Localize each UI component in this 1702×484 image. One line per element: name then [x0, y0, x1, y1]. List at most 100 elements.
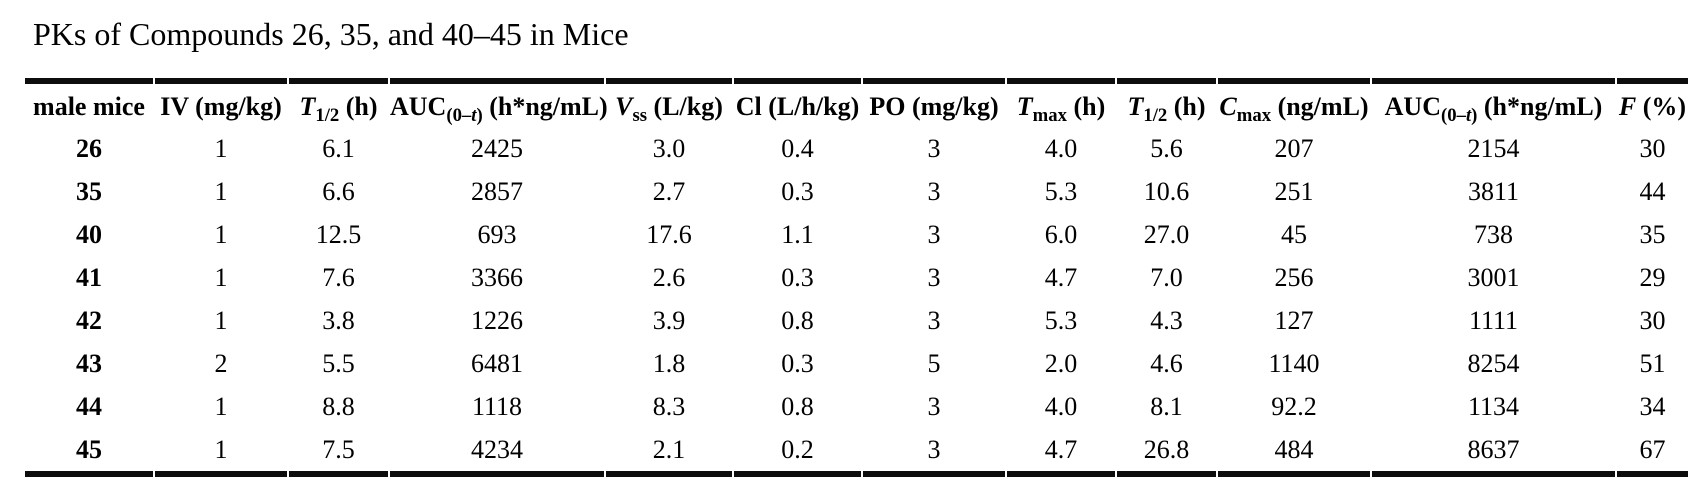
cell-iv-dose: 1 — [214, 176, 228, 206]
compound-id: 41 — [76, 262, 102, 292]
compound-id: 26 — [76, 133, 102, 163]
cell-po-dose: 3 — [927, 219, 941, 249]
cell-po-t-half: 26.8 — [1117, 428, 1216, 477]
column-header-po-t-half: T1/2 (h) — [1117, 78, 1216, 127]
cell-cmax: 207 — [1274, 133, 1314, 163]
cell-cl: 0.2 — [734, 428, 861, 477]
table-row-compound-26: 26 1 6.1 2425 3.0 0.4 3 4.0 5.6 207 2154 30 — [25, 127, 1688, 170]
column-header-iv-auc: AUC(0–t) (h*ng/mL) — [390, 78, 608, 127]
column-header-vss: Vss (L/kg) — [606, 78, 732, 127]
cell-po-dose: 3 — [927, 133, 941, 163]
cell-cmax: 92.2 — [1271, 391, 1317, 421]
cell-iv-dose: 1 — [214, 391, 228, 421]
cell-cmax: 256 — [1274, 262, 1314, 292]
column-header-cl: Cl (L/h/kg) — [734, 78, 861, 127]
cell-cl: 0.3 — [781, 262, 814, 292]
cell-tmax: 5.3 — [1044, 305, 1078, 335]
cell-po-auc: 3001 — [1467, 262, 1520, 292]
table-row-compound-43: 43 2 5.5 6481 1.8 0.3 5 2.0 4.6 1140 8254 51 — [25, 342, 1688, 385]
cell-po-dose: 3 — [927, 391, 941, 421]
cell-iv-auc: 693 — [477, 219, 517, 249]
table-row-compound-44: 44 1 8.8 1118 8.3 0.8 3 4.0 8.1 92.2 1134 34 — [25, 385, 1688, 428]
column-header-iv-dose: IV (mg/kg) — [155, 78, 287, 127]
compound-id: 40 — [76, 219, 102, 249]
table-title: PKs of Compounds 26, 35, and 40–45 in Mi… — [33, 16, 629, 52]
cell-f-percent: 30 — [1639, 305, 1666, 335]
table-row-compound-41: 41 1 7.6 3366 2.6 0.3 3 4.7 7.0 256 3001 29 — [25, 256, 1688, 299]
cell-iv-dose: 1 — [214, 133, 228, 163]
cell-tmax: 4.0 — [1044, 391, 1078, 421]
column-header-male-mice: male mice — [25, 78, 153, 127]
cell-f-percent: 35 — [1639, 219, 1666, 249]
cell-tmax: 4.0 — [1044, 133, 1078, 163]
cell-iv-t-half: 6.6 — [322, 176, 355, 206]
cell-iv-auc: 6481 — [471, 348, 523, 378]
cell-po-t-half: 5.6 — [1150, 133, 1183, 163]
cell-iv-t-half: 5.5 — [322, 348, 355, 378]
cell-po-auc: 2154 — [1467, 133, 1520, 163]
cell-cl: 0.8 — [781, 305, 814, 335]
cell-f-percent: 51 — [1639, 348, 1666, 378]
cell-po-auc: 3811 — [1467, 176, 1520, 206]
table-row-compound-42: 42 1 3.8 1226 3.9 0.8 3 5.3 4.3 127 1111 30 — [25, 299, 1688, 342]
cell-po-auc: 1111 — [1468, 305, 1519, 335]
cell-po-auc: 1134 — [1467, 391, 1520, 421]
cell-po-dose: 3 — [863, 428, 1005, 477]
cell-po-dose: 3 — [927, 305, 941, 335]
cell-cmax: 45 — [1281, 219, 1307, 249]
column-header-po-dose: PO (mg/kg) — [863, 78, 1005, 127]
cell-po-auc: 8254 — [1467, 348, 1520, 378]
compound-id: 44 — [76, 391, 102, 421]
cell-iv-dose: 1 — [155, 428, 287, 477]
cell-iv-t-half: 3.8 — [322, 305, 355, 335]
cell-f-percent: 30 — [1639, 133, 1666, 163]
cell-iv-t-half: 7.6 — [322, 262, 355, 292]
compound-id: 42 — [76, 305, 102, 335]
table-row-compound-35: 35 1 6.6 2857 2.7 0.3 3 5.3 10.6 251 3811 44 — [25, 170, 1688, 213]
cell-po-t-half: 4.6 — [1150, 348, 1183, 378]
cell-po-dose: 5 — [927, 348, 941, 378]
column-header-iv-t-half: T1/2 (h) — [289, 78, 388, 127]
cell-iv-auc: 4234 — [390, 428, 604, 477]
cell-cl: 0.4 — [781, 133, 814, 163]
cell-iv-t-half: 8.8 — [322, 391, 355, 421]
cell-po-t-half: 27.0 — [1143, 219, 1190, 249]
cell-iv-dose: 1 — [214, 219, 228, 249]
cell-vss: 3.9 — [652, 305, 686, 335]
column-header-f-percent: F (%) — [1617, 78, 1688, 127]
column-header-cmax: Cmax (ng/mL) — [1218, 78, 1370, 127]
cell-cl: 0.8 — [781, 391, 814, 421]
table-row-compound-40: 40 1 12.5 693 17.6 1.1 3 6.0 27.0 45 738 35 — [25, 213, 1688, 256]
cell-tmax: 4.7 — [1007, 428, 1115, 477]
cell-cmax: 251 — [1274, 176, 1314, 206]
cell-vss: 3.0 — [652, 133, 686, 163]
table-body: 26 1 6.1 2425 3.0 0.4 3 4.0 5.6 207 2154 30 35 1 6.6 28… — [25, 127, 1688, 477]
cell-iv-auc: 1118 — [471, 391, 523, 421]
header-row: male mice IV (mg/kg) T1/2 (h) AUC(0–t) (h*n… — [25, 78, 1688, 127]
cell-iv-auc: 2425 — [471, 133, 523, 163]
cell-po-t-half: 10.6 — [1143, 176, 1190, 206]
cell-iv-dose: 1 — [214, 262, 228, 292]
cell-f-percent: 44 — [1639, 176, 1666, 206]
cell-iv-t-half: 7.5 — [289, 428, 388, 477]
cell-po-dose: 3 — [927, 262, 941, 292]
cell-cmax: 1140 — [1268, 348, 1320, 378]
cell-cmax: 484 — [1218, 428, 1370, 477]
cell-tmax: 5.3 — [1044, 176, 1078, 206]
cell-iv-t-half: 12.5 — [315, 219, 362, 249]
cell-f-percent: 34 — [1639, 391, 1666, 421]
cell-f-percent: 67 — [1617, 428, 1688, 477]
cell-tmax: 6.0 — [1044, 219, 1078, 249]
cell-vss: 2.1 — [606, 428, 732, 477]
cell-vss: 17.6 — [646, 219, 692, 249]
column-header-tmax: Tmax (h) — [1007, 78, 1115, 127]
cell-iv-auc: 1226 — [471, 305, 523, 335]
table-row-compound-45: 45 1 7.5 4234 2.1 0.2 3 4.7 26.8 484 8637 67 — [25, 428, 1688, 477]
column-header-po-auc: AUC(0–t) (h*ng/mL) — [1372, 78, 1615, 127]
cell-vss: 2.6 — [652, 262, 686, 292]
cell-tmax: 4.7 — [1044, 262, 1078, 292]
cell-iv-auc: 3366 — [471, 262, 523, 292]
cell-cl: 1.1 — [781, 219, 814, 249]
cell-vss: 2.7 — [652, 176, 686, 206]
